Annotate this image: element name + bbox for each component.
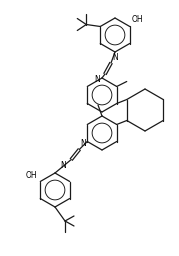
Text: N: N [61,161,66,169]
Text: OH: OH [132,16,143,25]
Text: N: N [94,75,100,84]
Text: N: N [80,140,86,148]
Text: OH: OH [26,170,37,179]
Text: N: N [112,53,118,62]
